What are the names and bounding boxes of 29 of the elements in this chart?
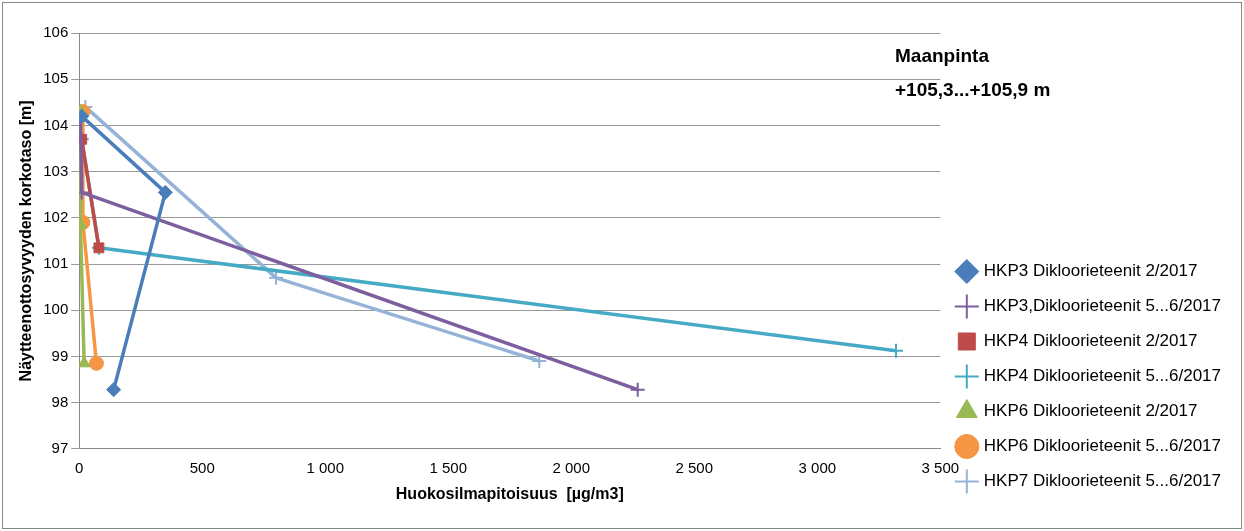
- legend-label: HKP6 Dikloorieteenit 2/2017: [983, 401, 1198, 421]
- legend-label: HKP4 Dikloorieteenit 2/2017: [983, 331, 1198, 351]
- annotation: Maanpinta: [895, 44, 990, 68]
- legend-label: HKP6 Dikloorieteenit 5...6/2017: [983, 436, 1222, 456]
- y-tick-label: 106: [43, 23, 69, 41]
- y-tick-label: 100: [43, 300, 69, 318]
- x-axis-title: Huokosilmapitoisuus [µg/m3]: [395, 484, 624, 502]
- y-tick-label: 102: [43, 207, 69, 225]
- x-tick-label: 3 500: [921, 458, 960, 476]
- y-axis-title: Näytteenottosyvyyden korkotaso [m]: [17, 100, 35, 382]
- y-tick-label: 103: [43, 161, 69, 179]
- x-tick-label: 3 000: [798, 458, 837, 476]
- y-tick-label: 97: [51, 438, 69, 456]
- y-tick-label: 104: [43, 115, 69, 133]
- x-tick-label: 2 500: [675, 458, 714, 476]
- x-tick-label: 1 500: [429, 458, 468, 476]
- annotation: +105,3...+105,9 m: [895, 78, 1051, 102]
- y-tick-label: 101: [43, 254, 69, 272]
- legend-label: HKP3,Dikloorieteenit 5...6/2017: [983, 296, 1222, 316]
- y-tick-label: 98: [51, 392, 69, 410]
- x-tick-label: 0: [75, 458, 84, 476]
- x-tick-label: 1 000: [306, 458, 345, 476]
- legend-label: HKP7 Dikloorieteenit 5...6/2017: [983, 471, 1222, 491]
- legend-label: HKP3 Dikloorieteenit 2/2017: [983, 261, 1198, 281]
- y-tick-label: 99: [51, 346, 69, 364]
- legend-label: HKP4 Dikloorieteenit 5...6/2017: [983, 366, 1222, 386]
- y-tick-label: 105: [43, 69, 69, 87]
- x-tick-label: 500: [189, 458, 215, 476]
- x-tick-label: 2 000: [552, 458, 591, 476]
